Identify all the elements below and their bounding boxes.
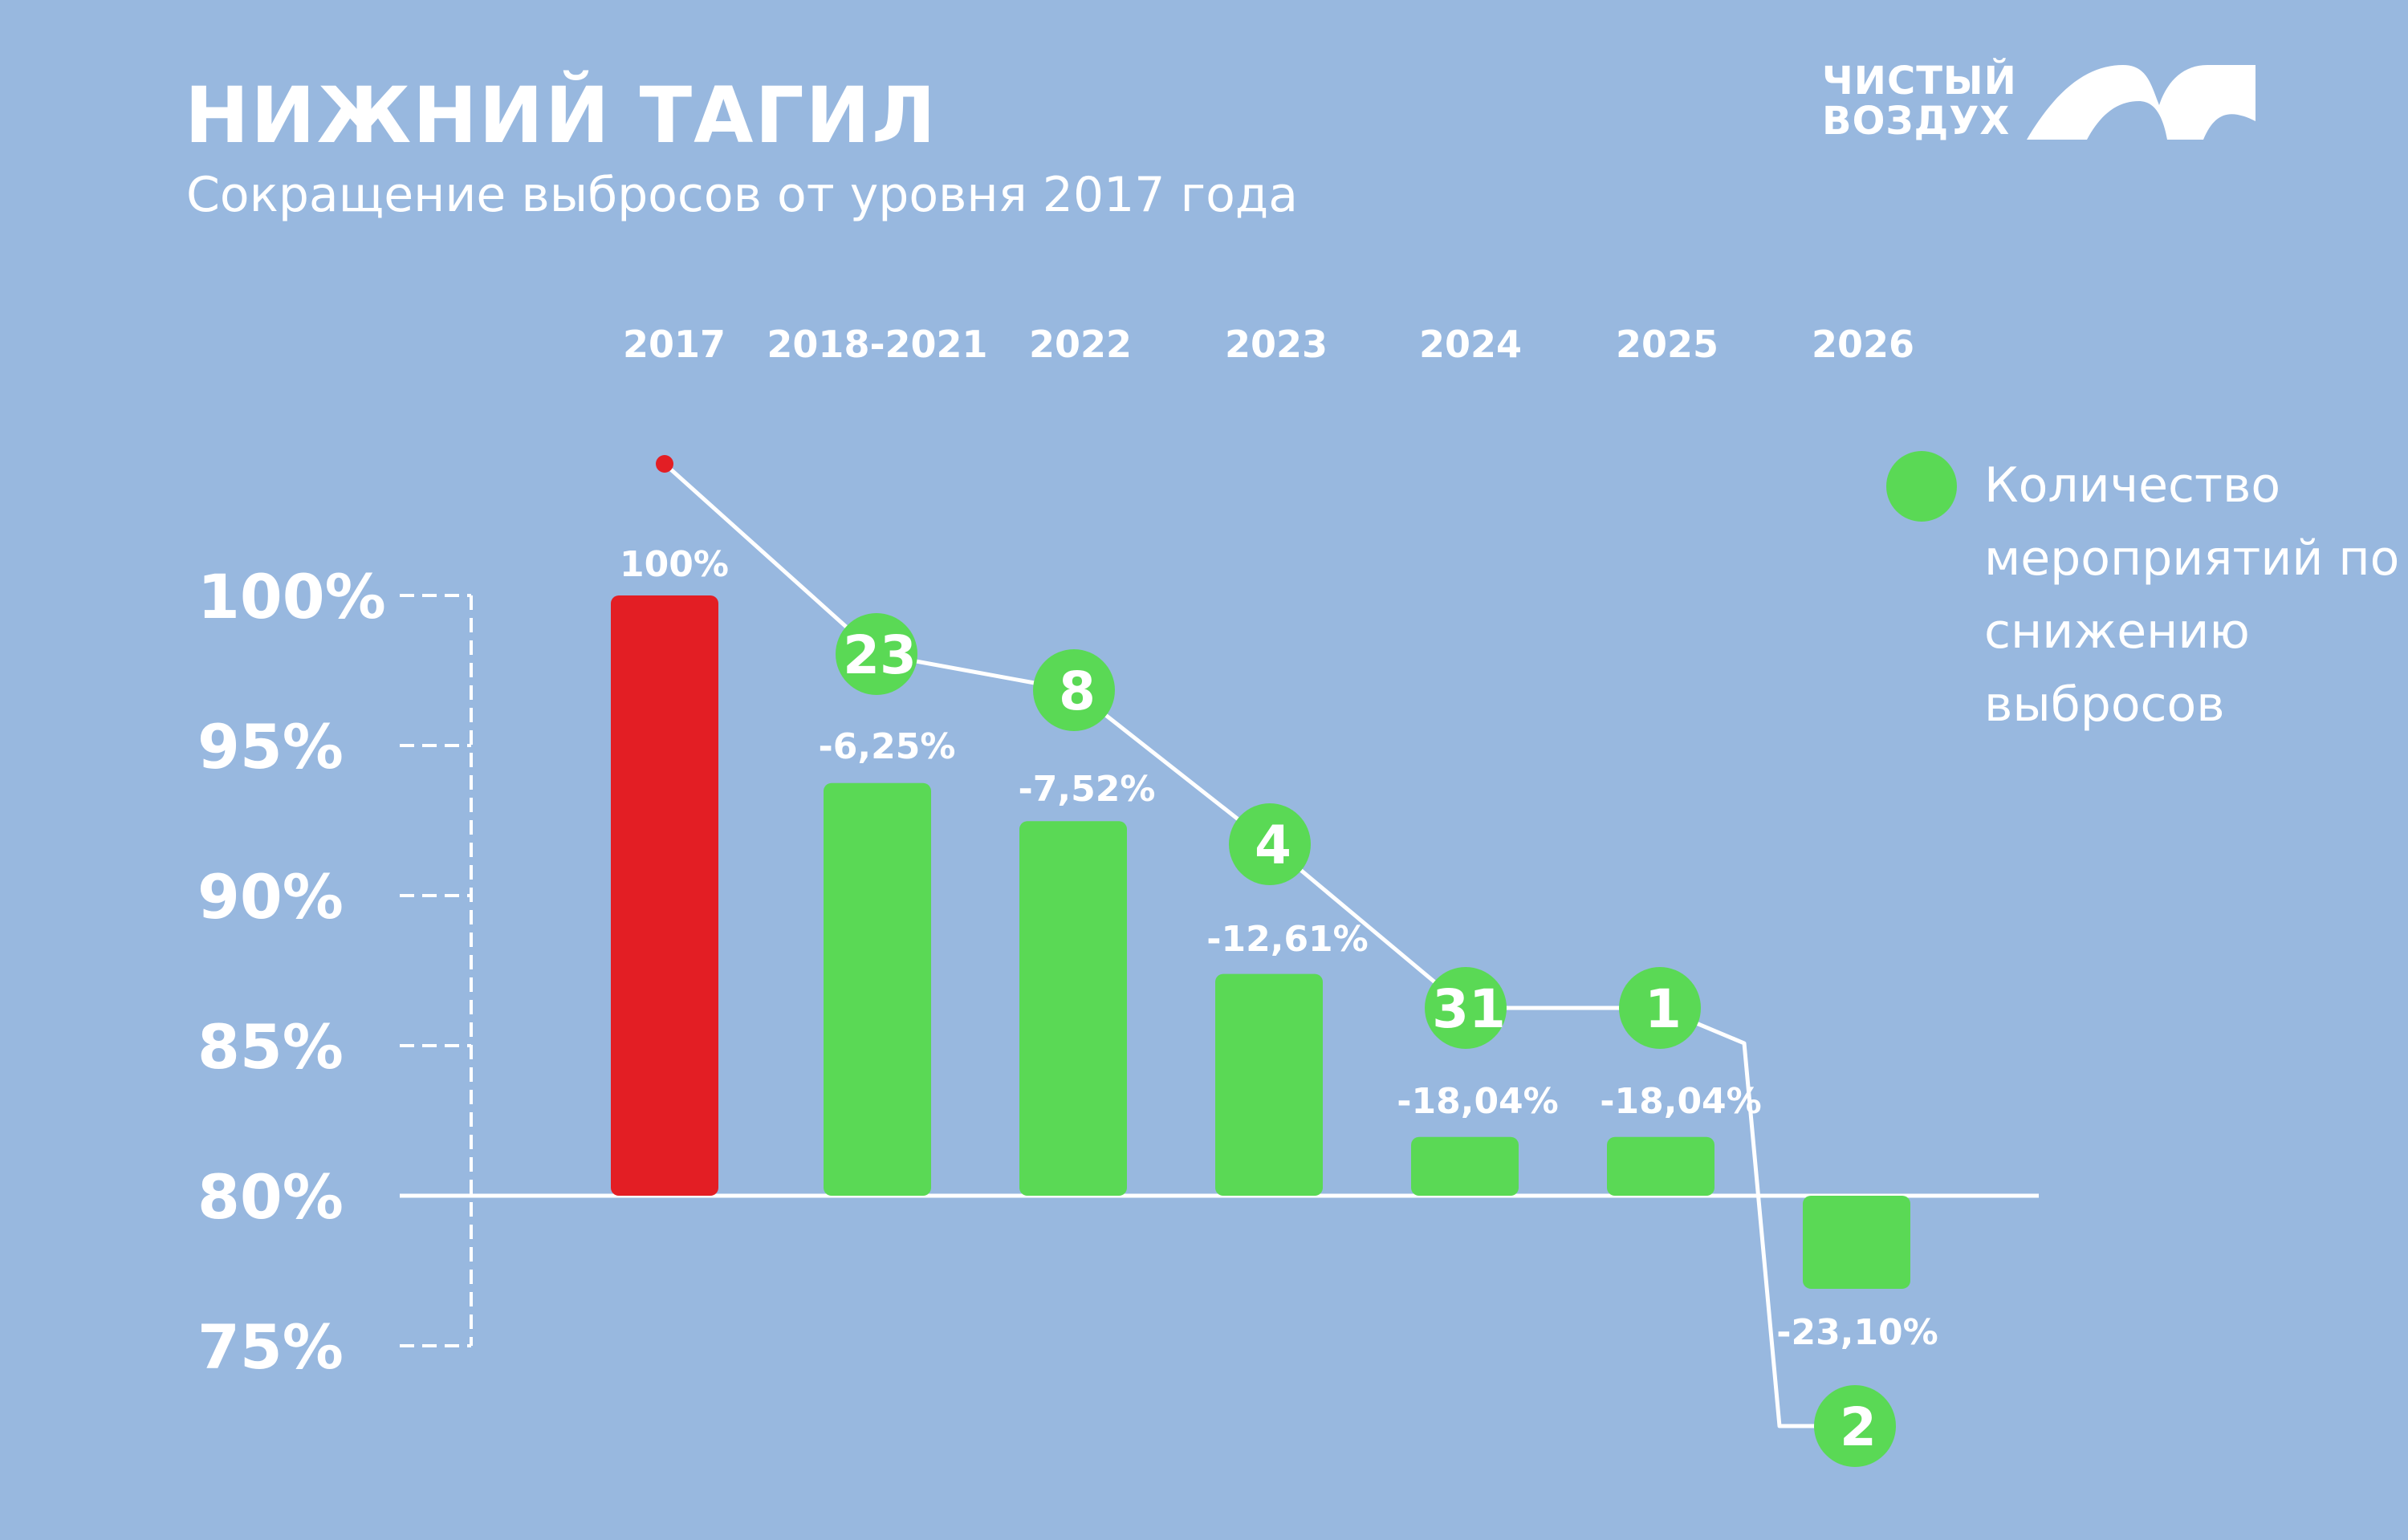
measure-marker	[1033, 649, 1115, 731]
legend-marker	[1886, 451, 1957, 522]
bar-2018-2021	[824, 782, 931, 1196]
category-label: 2018-2021	[767, 323, 987, 366]
data-label: 100%	[620, 544, 729, 585]
brand-logo: ЧИСТЫЙ ВОЗДУХ	[1822, 61, 2255, 149]
category-label: 2023	[1225, 323, 1328, 366]
y-tick-label: 90%	[197, 861, 344, 933]
y-tick-label: 85%	[197, 1011, 344, 1083]
page-subtitle: Сокращение выбросов от уровня 2017 года	[186, 167, 1299, 223]
measure-count: 4	[1255, 815, 1291, 876]
measure-marker	[1814, 1385, 1896, 1467]
legend-label: Количество мероприятий по снижению выбро…	[1984, 457, 2400, 733]
measure-count: 23	[843, 624, 917, 686]
bar-2022	[1019, 821, 1127, 1196]
measure-count: 2	[1840, 1396, 1877, 1458]
data-label: -23,10%	[1776, 1312, 1938, 1353]
y-tick-label: 95%	[197, 711, 344, 782]
measure-marker	[1229, 803, 1311, 885]
data-label: -18,04%	[1397, 1081, 1559, 1122]
bar-2017	[611, 595, 718, 1196]
logo-wordmark: ЧИСТЫЙ ВОЗДУХ	[1822, 61, 2017, 141]
category-label: 2025	[1616, 323, 1719, 366]
y-tick-label: 100%	[197, 561, 386, 632]
bar-2025	[1607, 1136, 1714, 1196]
logo-line-2: ВОЗДУХ	[1822, 99, 2011, 144]
y-tick-label: 75%	[197, 1311, 344, 1383]
data-label: -18,04%	[1600, 1081, 1762, 1122]
measure-marker	[1619, 967, 1701, 1049]
y-tick-label: 80%	[197, 1161, 344, 1233]
measure-marker	[1425, 967, 1507, 1049]
measure-marker	[836, 613, 917, 695]
bar-2026	[1803, 1196, 1910, 1289]
data-label: -6,25%	[819, 726, 956, 767]
measure-count: 1	[1645, 978, 1682, 1040]
data-label: -7,52%	[1019, 769, 1156, 810]
data-label: -12,61%	[1206, 919, 1369, 960]
bar-2023	[1215, 973, 1323, 1196]
category-label: 2022	[1029, 323, 1132, 366]
category-label: 2017	[623, 323, 726, 366]
measure-count: 8	[1059, 660, 1096, 722]
measure-count: 31	[1432, 978, 1506, 1040]
line-start-point	[656, 455, 673, 473]
category-label: 2026	[1812, 323, 1914, 366]
category-label: 2024	[1419, 323, 1522, 366]
page-title: НИЖНИЙ ТАГИЛ	[185, 71, 938, 161]
logo-wave-icon	[2027, 65, 2255, 140]
bar-2024	[1411, 1136, 1519, 1196]
logo-line-1: ЧИСТЫЙ	[1822, 59, 2017, 104]
